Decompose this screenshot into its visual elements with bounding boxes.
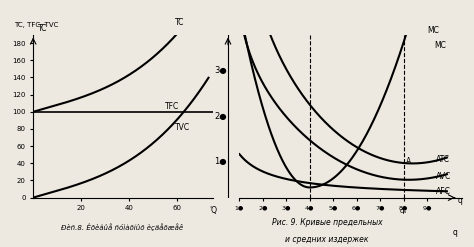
Text: AFC: AFC <box>437 186 451 196</box>
Text: AVC: AVC <box>437 172 452 181</box>
Text: 2●: 2● <box>214 112 227 121</box>
Text: 3●: 3● <box>214 66 227 75</box>
Text: TFC: TFC <box>165 102 180 111</box>
Text: Рис. 9. Кривые предельных: Рис. 9. Кривые предельных <box>272 218 383 227</box>
Text: ATC: ATC <box>437 155 450 165</box>
Text: qₐ: qₐ <box>400 208 407 214</box>
Text: Ðèñ.8. Êðèâûå ñóìàðíûõ èçäåðæåê: Ðèñ.8. Êðèâûå ñóìàðíûõ èçäåðæåê <box>61 224 183 231</box>
Text: TC: TC <box>38 24 47 33</box>
Text: q: q <box>453 228 457 237</box>
Text: MC: MC <box>434 41 446 50</box>
Text: и средних издержек: и средних издержек <box>285 235 369 244</box>
Text: A: A <box>406 157 411 166</box>
Text: MC: MC <box>427 26 439 35</box>
Text: 1●: 1● <box>214 157 227 166</box>
Text: 'Q: 'Q <box>210 206 217 215</box>
Text: TVC: TVC <box>175 123 190 132</box>
Text: TC, TFC, TVC: TC, TFC, TVC <box>14 22 58 28</box>
Text: TC: TC <box>175 19 184 27</box>
Text: q: q <box>457 196 462 205</box>
